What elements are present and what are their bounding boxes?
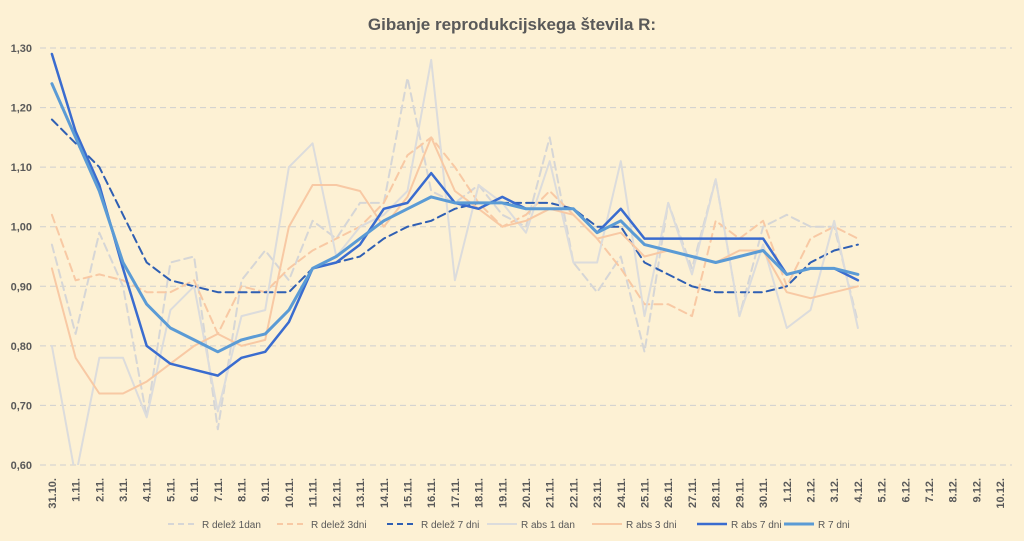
series-line <box>50 76 859 431</box>
x-tick-label: 14.11. <box>379 478 391 508</box>
legend-label: R 7 dni <box>818 520 850 531</box>
x-tick-label: 10.11. <box>284 478 296 508</box>
legend-item: R delež 3dni <box>277 520 367 531</box>
x-tick-label: 16.11. <box>426 478 438 508</box>
series-line <box>50 82 860 354</box>
y-tick-label: 1,10 <box>11 162 32 174</box>
x-tick-label: 28.11. <box>711 478 723 508</box>
x-tick-label: 4.12. <box>853 478 865 502</box>
legend-item: R delež 1dan <box>168 520 261 531</box>
x-tick-label: 17.11. <box>450 478 462 508</box>
legend-item: R abs 1 dan <box>487 520 575 531</box>
x-tick-label: 23.11. <box>592 478 604 508</box>
x-tick-label: 10.12. <box>995 478 1007 509</box>
series-layer <box>50 52 860 465</box>
x-tick-label: 31.10. <box>47 478 59 509</box>
x-tick-label: 7.11. <box>213 478 225 502</box>
legend-label: R delež 3dni <box>311 520 367 531</box>
x-tick-label: 24.11. <box>616 478 628 508</box>
y-tick-label: 0,60 <box>11 460 32 472</box>
legend-item: R abs 7 dni <box>697 520 782 531</box>
x-tick-label: 20.11. <box>521 478 533 508</box>
x-tick-label: 2.11. <box>94 478 106 502</box>
x-axis: 31.10. 1.11. 2.11. 3.11. 4.11. 5.11. 6.11. 7.11… <box>47 478 1007 509</box>
series-3 <box>50 58 859 465</box>
series-5 <box>50 52 860 377</box>
legend-label: R abs 1 dan <box>521 520 575 531</box>
x-tick-label: 29.11. <box>734 478 746 508</box>
x-tick-label: 8.11. <box>237 478 249 502</box>
grid-layer <box>40 47 1012 466</box>
x-tick-label: 1.12. <box>782 478 794 502</box>
x-tick-label: 22.11. <box>568 478 580 508</box>
x-tick-label: 26.11. <box>663 478 675 508</box>
series-line <box>50 52 860 377</box>
x-tick-label: 18.11. <box>474 478 486 508</box>
y-tick-label: 0,70 <box>11 400 32 412</box>
series-line <box>50 58 859 465</box>
x-tick-label: 30.11. <box>758 478 770 508</box>
y-tick-label: 1,30 <box>11 43 32 55</box>
legend-label: R delež 7 dni <box>421 520 479 531</box>
x-tick-label: 19.11. <box>497 478 509 508</box>
x-tick-label: 6.11. <box>189 478 201 502</box>
x-tick-label: 4.11. <box>142 478 154 502</box>
legend-label: R abs 3 dni <box>626 520 677 531</box>
x-tick-label: 1.11. <box>71 478 83 502</box>
x-tick-label: 5.11. <box>165 478 177 502</box>
legend-item: R 7 dni <box>784 520 850 531</box>
legend: R delež 1dan R delež 3dni R delež 7 dni R a… <box>168 520 850 531</box>
y-axis: 0,60 0,70 0,80 0,90 1,00 1,10 1,20 1,30 <box>11 43 32 472</box>
x-tick-label: 8.12. <box>948 478 960 502</box>
series-2 <box>50 118 859 294</box>
x-tick-label: 11.11. <box>308 478 320 507</box>
x-tick-label: 15.11. <box>402 478 414 508</box>
x-tick-label: 21.11. <box>545 478 557 508</box>
y-tick-label: 1,00 <box>11 222 32 234</box>
x-tick-label: 13.11. <box>355 478 367 508</box>
series-6 <box>50 82 860 354</box>
x-tick-label: 27.11. <box>687 478 699 508</box>
x-tick-label: 9.12. <box>971 478 983 502</box>
legend-label: R abs 7 dni <box>731 520 782 531</box>
x-tick-label: 25.11. <box>640 478 652 508</box>
legend-item: R abs 3 dni <box>592 520 677 531</box>
x-tick-label: 3.12. <box>829 478 841 502</box>
y-tick-label: 1,20 <box>11 103 32 115</box>
legend-label: R delež 1dan <box>202 520 261 531</box>
x-tick-label: 7.12. <box>924 478 936 502</box>
x-tick-label: 12.11. <box>331 478 343 508</box>
series-line <box>50 118 859 294</box>
x-tick-label: 6.12. <box>900 478 912 502</box>
chart-title: Gibanje reprodukcijskega števila R: <box>368 15 656 34</box>
x-tick-label: 5.12. <box>877 478 889 502</box>
series-0 <box>50 76 859 431</box>
series-4 <box>50 136 859 395</box>
x-tick-label: 2.12. <box>805 478 817 502</box>
y-tick-label: 0,80 <box>11 341 32 353</box>
x-tick-label: 3.11. <box>118 478 130 502</box>
series-line <box>50 136 859 395</box>
y-tick-label: 0,90 <box>11 281 32 293</box>
x-tick-label: 9.11. <box>260 478 272 502</box>
legend-item: R delež 7 dni <box>387 520 479 531</box>
